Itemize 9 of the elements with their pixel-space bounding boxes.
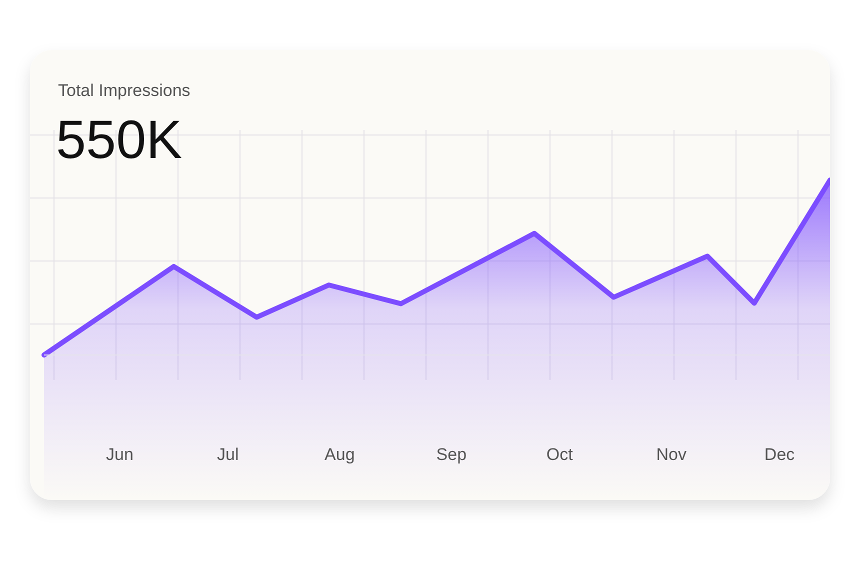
x-tick-label: Jun — [106, 445, 134, 464]
x-tick-label: Nov — [656, 445, 687, 464]
x-tick-label: Sep — [436, 445, 467, 464]
chart-subtitle: 550K — [56, 110, 182, 170]
chart-title: Total Impressions — [58, 81, 190, 100]
x-tick-label: Dec — [764, 445, 796, 464]
x-tick-label: Aug — [324, 445, 355, 464]
x-tick-label: Oct — [546, 445, 574, 464]
x-tick-label: Jul — [217, 445, 239, 464]
